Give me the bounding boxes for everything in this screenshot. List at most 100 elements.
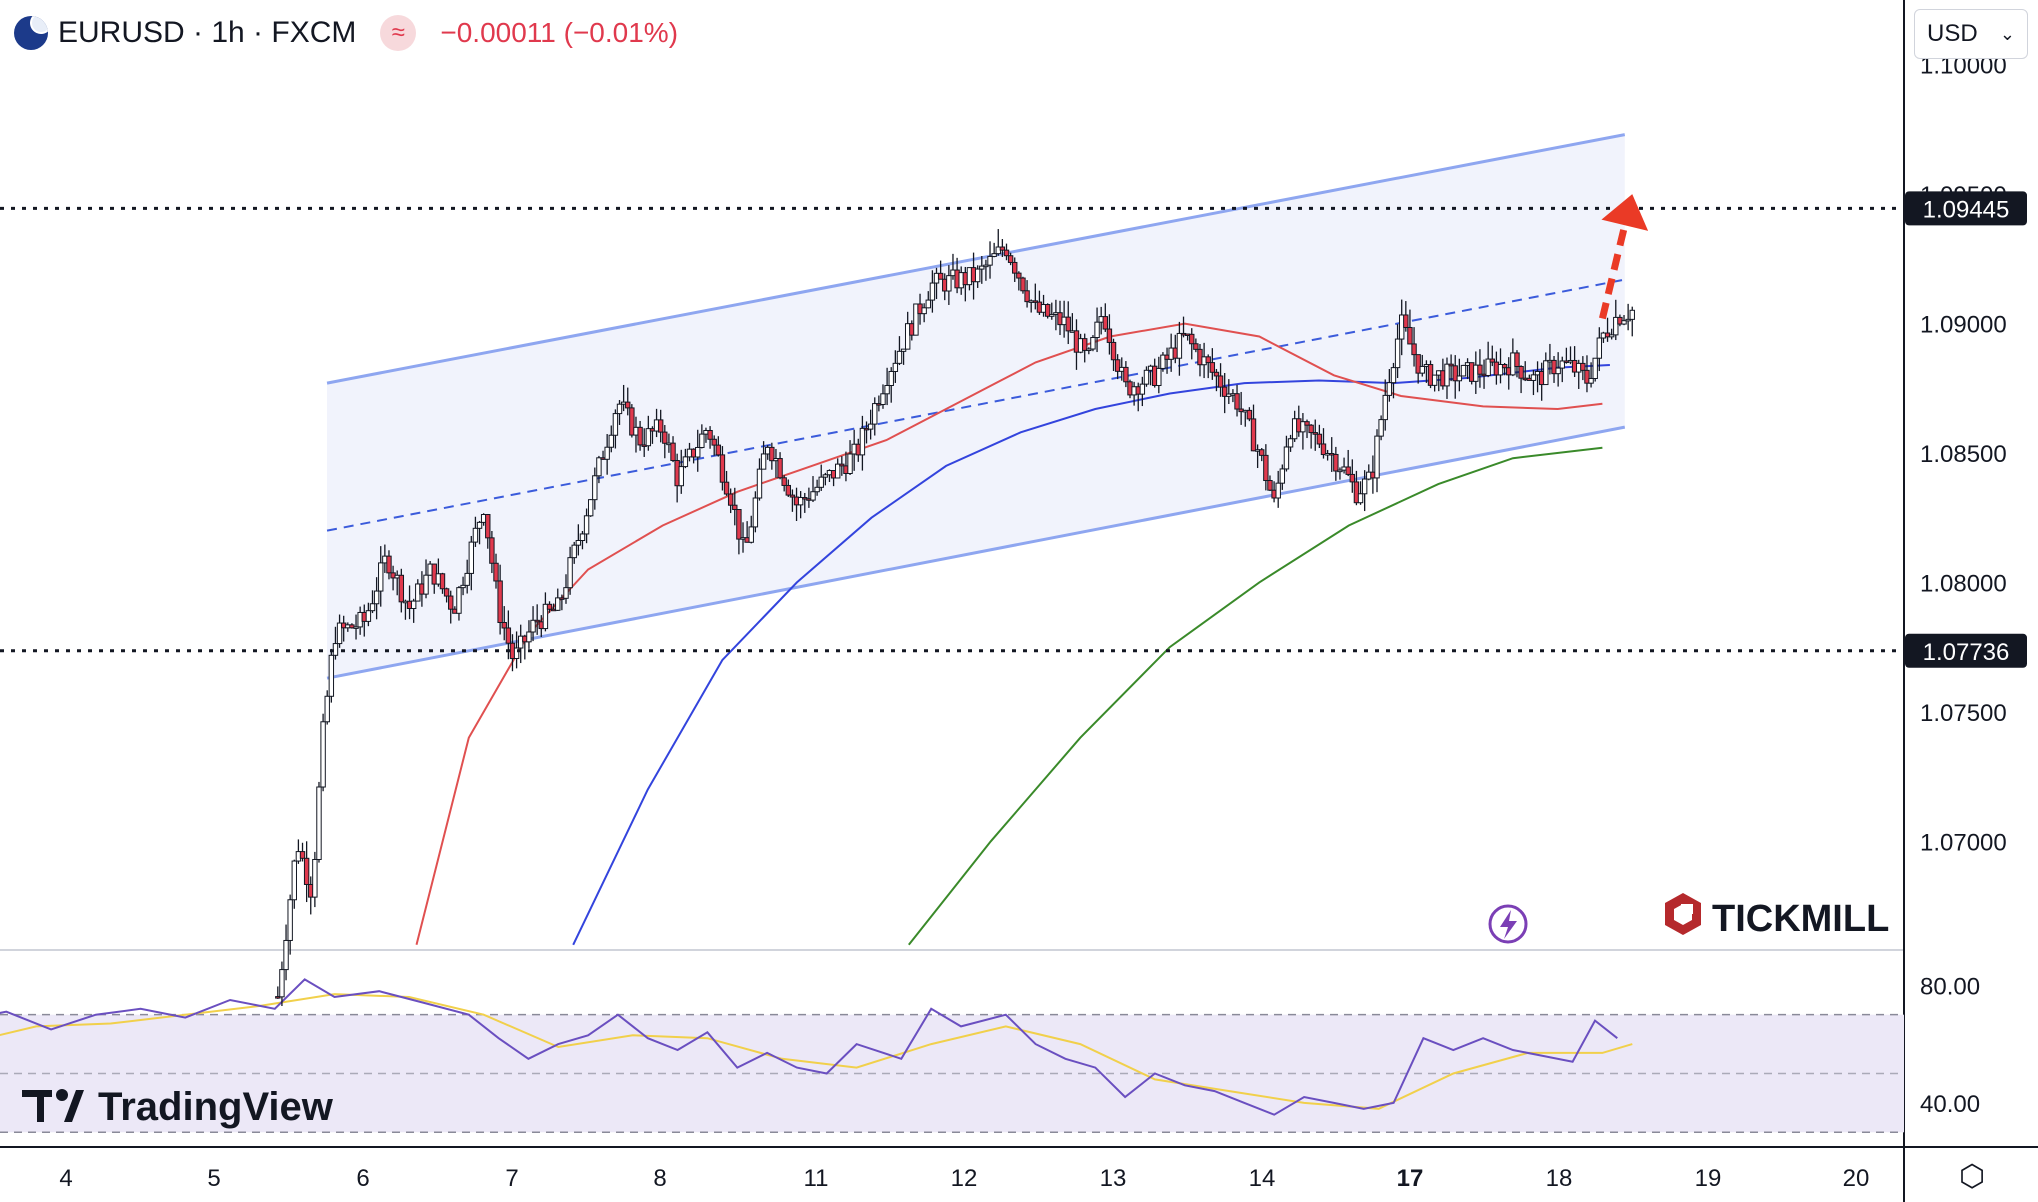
currency-select[interactable]: USD ⌄ — [1914, 9, 2028, 59]
candle-body — [1403, 314, 1409, 328]
time-tick-label: 17 — [1397, 1165, 1424, 1192]
candle-body — [987, 255, 993, 266]
candle-body — [1320, 443, 1327, 456]
candle-body — [1016, 272, 1022, 279]
time-tick-label: 13 — [1100, 1165, 1127, 1192]
time-axis[interactable]: 4 5 6 7 8 11 12 13 14 17 18 19 20 — [59, 1165, 1869, 1192]
candle-body — [579, 533, 586, 541]
candle-body — [1308, 424, 1314, 434]
candle-body — [657, 419, 664, 433]
candle-body — [1452, 365, 1458, 382]
candle-body — [1300, 421, 1306, 433]
candle-body — [1386, 382, 1393, 396]
candle-body — [748, 526, 754, 543]
rsi-tick-label: 80.00 — [1920, 973, 1980, 1000]
candle-body — [983, 264, 989, 268]
candle-body — [275, 996, 281, 999]
candle-body — [563, 587, 569, 599]
candle-body — [353, 626, 359, 629]
candle-body — [1345, 466, 1351, 475]
candle-body — [1263, 454, 1269, 482]
candle-body — [1559, 360, 1565, 369]
candle-body — [530, 619, 536, 633]
candle-body — [1596, 337, 1603, 359]
candle-body — [756, 468, 763, 499]
candle-body — [489, 537, 495, 564]
candle-body — [859, 427, 866, 456]
candle-body — [448, 595, 454, 610]
candle-body — [1460, 364, 1467, 377]
indicator-icon[interactable]: ≈ — [380, 15, 417, 51]
candle-body — [1411, 343, 1417, 356]
candle-body — [921, 307, 927, 315]
candle-body — [760, 453, 767, 470]
price-axis[interactable]: 1.100001.095001.090001.085001.080001.075… — [1920, 53, 2007, 857]
candle-body — [974, 268, 981, 283]
candle-body — [476, 521, 483, 529]
rsi-line — [0, 978, 1618, 1116]
candle-body — [279, 969, 285, 998]
time-tick-label: 6 — [356, 1165, 369, 1192]
candle-body — [1086, 348, 1092, 352]
candle-body — [645, 428, 652, 447]
candle-body — [1555, 367, 1561, 375]
candle-body — [695, 446, 701, 458]
channel-upper-line — [326, 133, 1626, 385]
candle-body — [534, 619, 540, 623]
candle-body — [1114, 359, 1121, 372]
candle-body — [715, 444, 722, 456]
candle-body — [1213, 371, 1220, 377]
candle-body — [625, 401, 631, 409]
candle-body — [637, 426, 643, 446]
candle-body — [604, 446, 610, 460]
time-tick-label: 11 — [804, 1165, 829, 1192]
candle-body — [835, 463, 841, 479]
candle-body — [1143, 369, 1150, 385]
lightning-icon[interactable] — [1488, 904, 1528, 944]
candle-body — [802, 497, 808, 500]
candle-body — [443, 588, 450, 597]
candle-body — [1608, 334, 1615, 338]
candle-body — [472, 527, 479, 543]
candle-body — [1275, 482, 1281, 499]
candle-body — [872, 403, 878, 425]
price-tick-label: 1.08500 — [1920, 441, 2007, 468]
candle-body — [324, 695, 330, 723]
candle-body — [1259, 449, 1265, 456]
candle-body — [797, 497, 804, 506]
tickmill-logo: TICKMILL — [1665, 893, 1889, 940]
candle-body — [1497, 363, 1504, 376]
candle-body — [1049, 313, 1055, 317]
candle-body — [587, 499, 594, 517]
candle-body — [1279, 468, 1286, 484]
candle-body — [1304, 421, 1310, 426]
settings-icon[interactable]: ⬡ — [1958, 1159, 1986, 1193]
candle-body — [1156, 367, 1162, 386]
candle-body — [320, 721, 326, 788]
candle-body — [1625, 318, 1631, 322]
channel-lower-line — [326, 425, 1626, 680]
price-change: −0.00011 (−0.01%) — [440, 17, 679, 48]
candle-body — [299, 851, 306, 859]
candle-body — [884, 385, 890, 395]
candle-body — [571, 544, 577, 559]
price-tick-label: 1.07500 — [1920, 700, 2007, 727]
candle-body — [1176, 332, 1183, 359]
candle-body — [732, 504, 738, 511]
candle-body — [1189, 333, 1195, 345]
candle-body — [386, 555, 392, 574]
candle-body — [546, 603, 553, 610]
candle-body — [1139, 383, 1146, 395]
candle-body — [896, 350, 903, 364]
candle-body — [1312, 432, 1318, 435]
candle-body — [1003, 249, 1010, 257]
candle-body — [814, 486, 820, 493]
time-tick-label: 5 — [207, 1165, 220, 1192]
candle-body — [1012, 261, 1018, 274]
candle-body — [1501, 363, 1508, 369]
price-tick-label: 1.08000 — [1920, 570, 2007, 597]
symbol-title[interactable]: EURUSD · 1h · FXCM — [58, 16, 357, 49]
candle-body — [1530, 374, 1537, 381]
rsi-tick-label: 40.00 — [1920, 1091, 1980, 1118]
